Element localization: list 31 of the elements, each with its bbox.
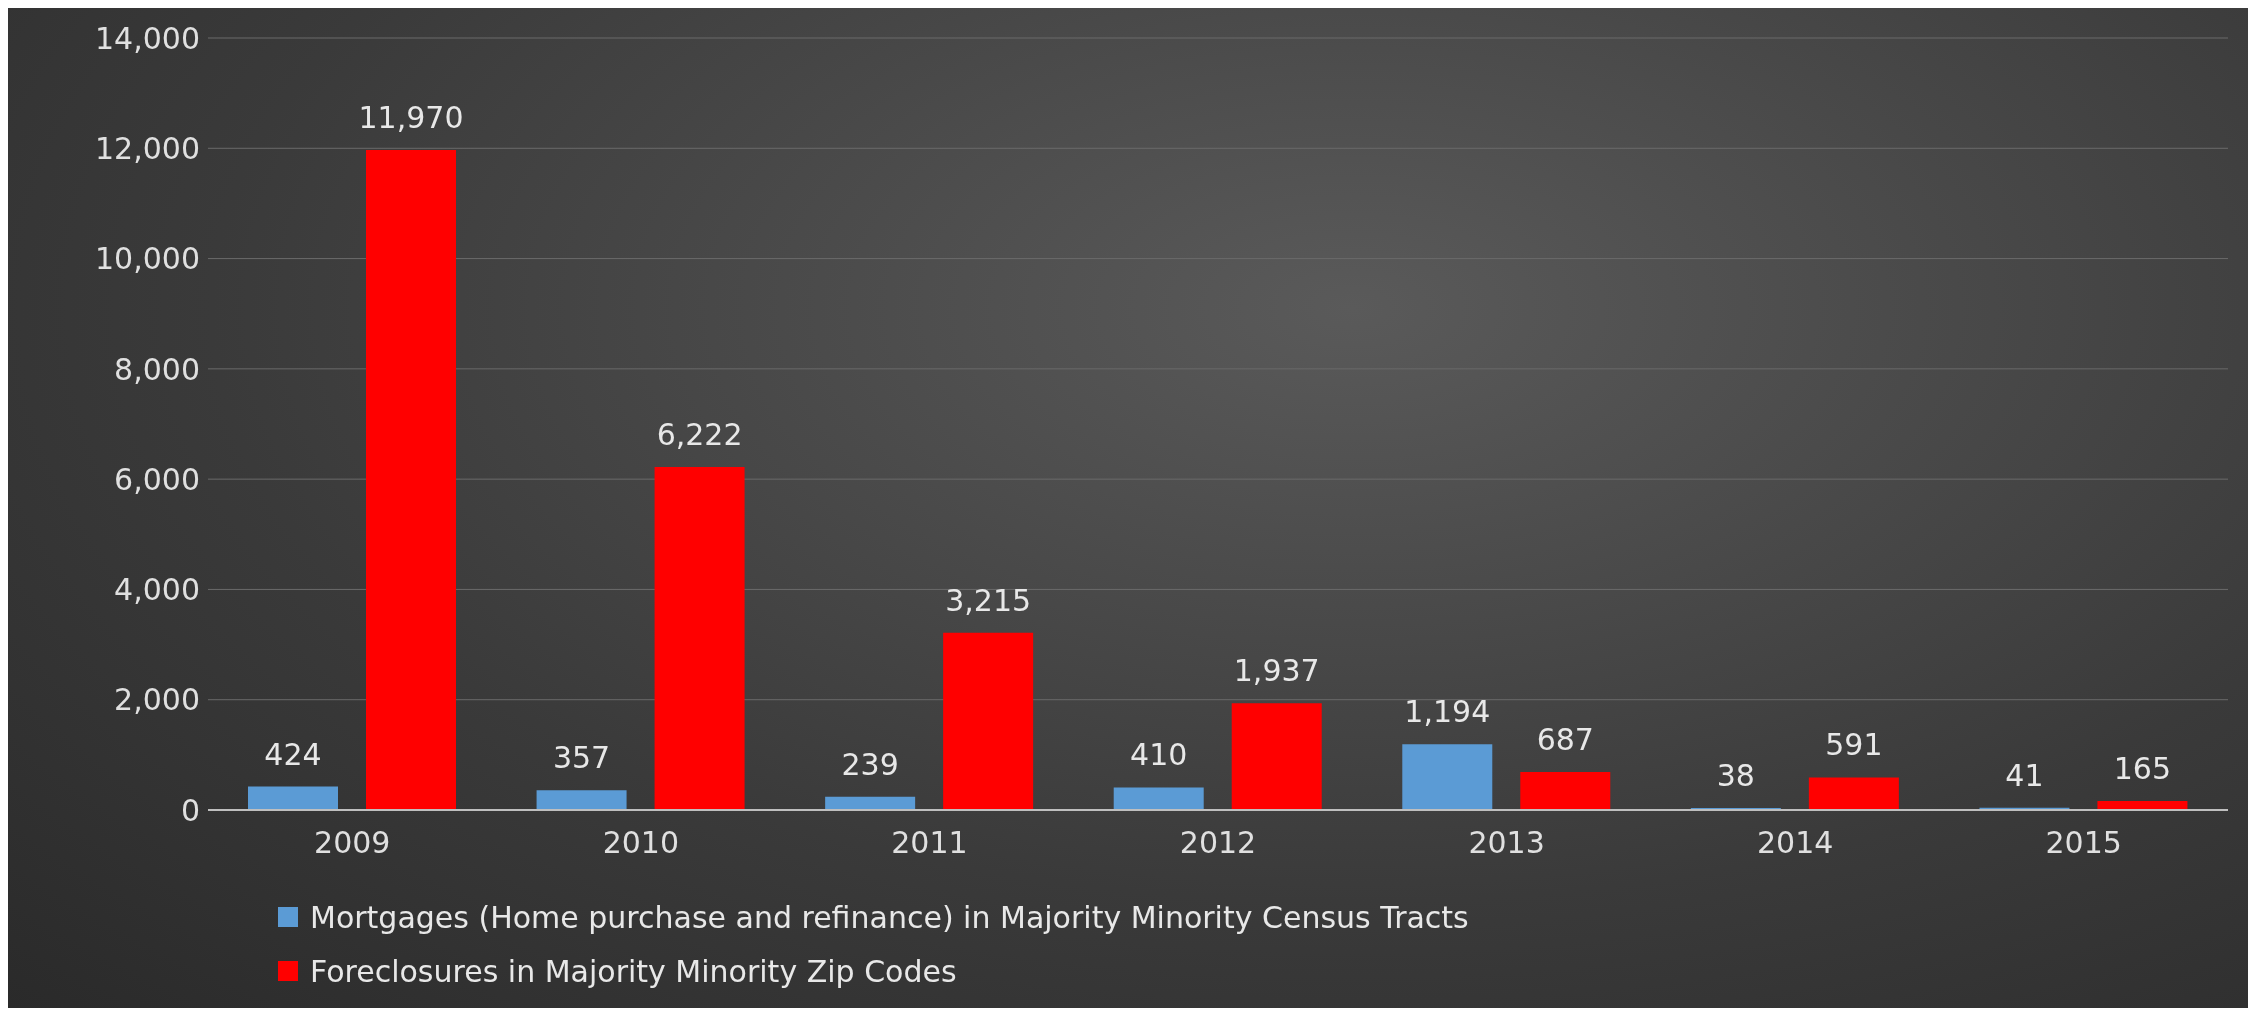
y-tick-label: 12,000 — [95, 130, 200, 166]
data-label: 410 — [1130, 737, 1188, 773]
y-tick-label: 10,000 — [95, 241, 200, 277]
x-tick-label: 2013 — [1468, 825, 1545, 861]
x-tick-label: 2010 — [602, 825, 680, 861]
data-label: 424 — [264, 736, 322, 772]
x-tick-label: 2009 — [314, 825, 391, 861]
x-tick-label: 2011 — [891, 825, 968, 861]
legend-label: Foreclosures in Majority Minority Zip Codes — [310, 953, 957, 989]
data-label: 687 — [1536, 722, 1594, 758]
y-tick-label: 4,000 — [114, 572, 200, 608]
x-tick-label: 2015 — [2045, 825, 2122, 861]
data-label: 357 — [552, 740, 611, 776]
data-label: 239 — [841, 746, 899, 782]
y-tick-label: 6,000 — [114, 461, 200, 497]
data-label: 165 — [2113, 750, 2172, 786]
legend-label: Mortgages (Home purchase and refinance) in Majority Minority Census Tracts — [310, 899, 1469, 935]
x-tick-label: 2012 — [1179, 825, 1257, 861]
data-label: 6,222 — [656, 416, 743, 452]
data-label: 11,970 — [358, 99, 464, 135]
x-tick-label: 2014 — [1756, 825, 1834, 861]
y-tick-label: 2,000 — [114, 682, 200, 718]
data-label: 38 — [1716, 757, 1755, 793]
data-label: 1,194 — [1404, 694, 1491, 730]
y-tick-label: 14,000 — [95, 20, 200, 56]
data-label: 3,215 — [945, 582, 1032, 618]
y-tick-label: 0 — [180, 792, 200, 828]
data-label: 1,937 — [1233, 653, 1320, 689]
y-tick-label: 8,000 — [114, 351, 200, 387]
data-label: 591 — [1825, 727, 1883, 763]
data-label: 41 — [2005, 757, 2044, 793]
